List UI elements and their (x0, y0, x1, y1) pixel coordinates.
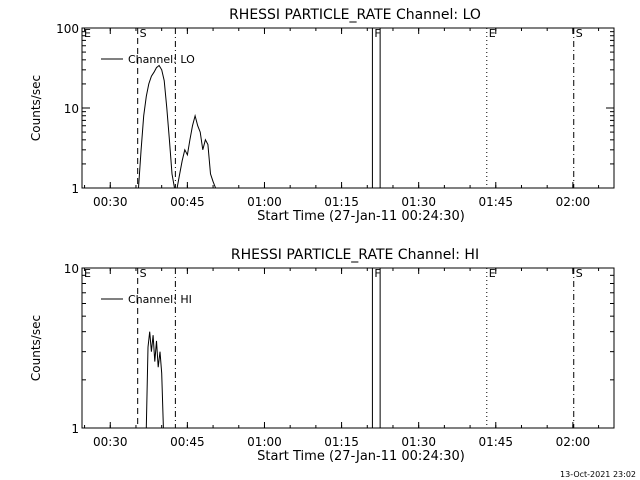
y-axis-label: Counts/sec (29, 315, 43, 381)
x-tick-label: 00:30 (93, 195, 128, 209)
event-marker-label: S (140, 27, 147, 40)
plot-frame (81, 27, 615, 189)
y-axis-label: Counts/sec (29, 75, 43, 141)
series-line (138, 64, 217, 189)
event-marker-label: E (489, 27, 496, 40)
x-tick-label: 00:45 (170, 435, 205, 449)
x-tick-label: 02:00 (556, 195, 591, 209)
event-marker-label: E (489, 267, 496, 280)
y-tick-label: 1 (71, 422, 79, 436)
y-tick-label: 100 (56, 22, 79, 36)
x-axis-label: Start Time (27-Jan-11 00:24:30) (257, 449, 465, 464)
x-tick-label: 01:30 (401, 435, 436, 449)
series-line (145, 331, 164, 429)
y-tick-label: 1 (71, 182, 79, 196)
event-marker-label: E (84, 27, 91, 40)
x-tick-label: 01:45 (478, 435, 513, 449)
y-tick-label: 10 (64, 102, 79, 116)
chart-title: RHESSI PARTICLE_RATE Channel: LO (229, 7, 481, 23)
x-tick-label: 01:45 (478, 195, 513, 209)
x-axis-label: Start Time (27-Jan-11 00:24:30) (257, 209, 465, 224)
x-tick-label: 01:00 (247, 435, 282, 449)
x-tick-label: 00:30 (93, 435, 128, 449)
x-tick-label: 01:30 (401, 195, 436, 209)
generation-timestamp: 13-Oct-2021 23:02 (560, 470, 636, 479)
plot-frame (81, 267, 615, 429)
x-tick-label: 01:15 (324, 435, 359, 449)
x-tick-label: 02:00 (556, 435, 591, 449)
chart-title: RHESSI PARTICLE_RATE Channel: HI (231, 247, 479, 263)
x-tick-label: 01:00 (247, 195, 282, 209)
event-marker-label: E (84, 267, 91, 280)
legend-label: Channel: HI (128, 293, 192, 306)
event-marker-label: F (374, 267, 380, 280)
y-tick-label: 10 (64, 262, 79, 276)
event-marker-label: S (576, 267, 583, 280)
x-tick-label: 01:15 (324, 195, 359, 209)
event-marker-label: S (140, 267, 147, 280)
event-marker-label: F (374, 27, 380, 40)
x-tick-label: 00:45 (170, 195, 205, 209)
legend-label: Channel: LO (128, 53, 195, 66)
event-marker-label: S (576, 27, 583, 40)
